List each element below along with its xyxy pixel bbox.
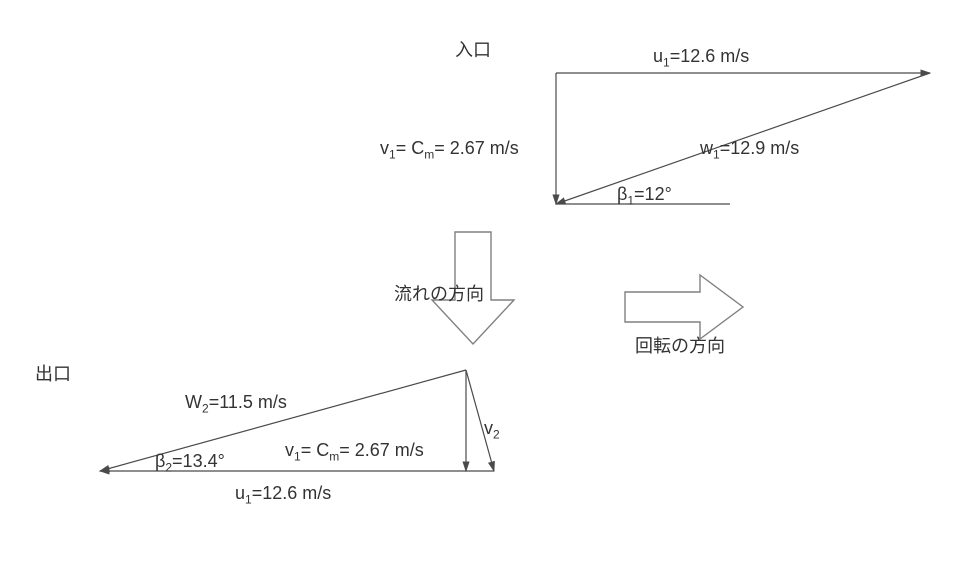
block-arrows — [0, 0, 971, 573]
v2-label: v2 — [484, 418, 500, 442]
beta2-label: β2=13.4° — [155, 451, 225, 475]
flow-dir-label: 流れの方向 — [394, 280, 484, 306]
u1-label: u1=12.6 m/s — [653, 46, 749, 70]
beta1-label: β1=12° — [617, 184, 672, 208]
inlet-title: 入口 — [455, 36, 491, 62]
w1-label: w1=12.9 m/s — [700, 138, 799, 162]
v1-cm-label: v1= Cm= 2.67 m/s — [380, 138, 519, 162]
rotation-direction-arrow — [625, 275, 743, 339]
u1-bottom-label: u1=12.6 m/s — [235, 483, 331, 507]
w2-label: W2=11.5 m/s — [185, 392, 287, 416]
rot-dir-label: 回転の方向 — [635, 332, 725, 358]
outlet-title: 出口 — [35, 360, 71, 386]
v1-cm-bottom: v1= Cm= 2.67 m/s — [285, 440, 424, 464]
